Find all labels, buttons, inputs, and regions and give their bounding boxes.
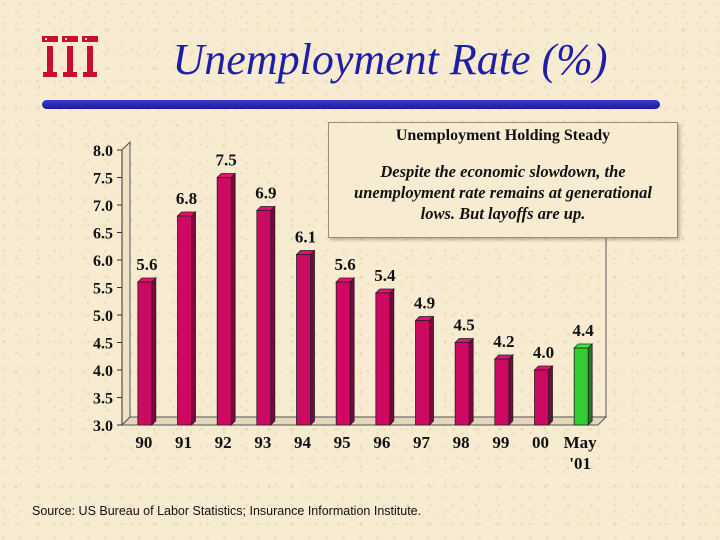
y-tick-label: 3.5 bbox=[93, 391, 113, 408]
x-category-label: 94 bbox=[294, 433, 312, 452]
bar-side bbox=[548, 365, 553, 426]
bar bbox=[415, 320, 430, 426]
bar-value-label: 4.2 bbox=[493, 332, 514, 351]
y-tick-label: 5.5 bbox=[93, 281, 113, 298]
bar bbox=[137, 281, 153, 426]
bar-value-label: 5.6 bbox=[136, 255, 157, 274]
x-category-label: 95 bbox=[334, 433, 351, 452]
bar bbox=[534, 369, 549, 426]
title-underline bbox=[42, 100, 660, 109]
bar-side bbox=[191, 211, 196, 426]
x-category-label: 99 bbox=[492, 433, 509, 452]
callout-box: Unemployment Holding Steady Despite the … bbox=[328, 122, 678, 238]
bar-value-label: 4.0 bbox=[533, 343, 554, 362]
bar bbox=[335, 281, 351, 426]
bar-side bbox=[151, 277, 157, 426]
chart-side-wall bbox=[121, 140, 131, 427]
bar-value-label: 4.4 bbox=[573, 321, 595, 340]
bar-side bbox=[468, 337, 474, 426]
bar-side bbox=[230, 172, 236, 426]
bar-value-label: 5.4 bbox=[374, 266, 396, 285]
bar-side bbox=[270, 205, 276, 426]
bar bbox=[296, 254, 311, 426]
bar-side bbox=[429, 315, 434, 426]
callout-title: Unemployment Holding Steady bbox=[395, 127, 611, 144]
x-category-label: 98 bbox=[453, 433, 470, 452]
x-category-label: '01 bbox=[569, 454, 591, 473]
bar-side bbox=[349, 277, 355, 426]
x-category-label: May bbox=[564, 433, 598, 452]
source-note: Source: US Bureau of Labor Statistics; I… bbox=[32, 504, 422, 518]
bar bbox=[177, 215, 192, 426]
bar-side bbox=[389, 288, 395, 426]
x-category-label: 00 bbox=[532, 433, 549, 452]
x-category-label: 90 bbox=[135, 433, 152, 452]
bar-value-label: 4.9 bbox=[414, 294, 435, 313]
iii-logo bbox=[42, 36, 98, 77]
bar bbox=[454, 342, 470, 426]
bar bbox=[216, 177, 232, 426]
y-tick-label: 3.0 bbox=[93, 418, 113, 435]
bar-value-label: 7.5 bbox=[216, 151, 237, 170]
y-tick-label: 6.5 bbox=[93, 226, 113, 243]
y-tick-label: 7.0 bbox=[93, 198, 113, 215]
x-category-label: 93 bbox=[254, 433, 271, 452]
x-category-label: 91 bbox=[175, 433, 192, 452]
bar-value-label: 5.6 bbox=[335, 255, 356, 274]
bar bbox=[573, 347, 589, 426]
bar bbox=[494, 358, 510, 426]
y-tick-label: 7.5 bbox=[93, 171, 113, 188]
callout-body: Despite the economic slowdown, the unemp… bbox=[354, 162, 652, 223]
bar-side bbox=[310, 249, 315, 426]
bar bbox=[256, 210, 272, 426]
y-tick-label: 8.0 bbox=[93, 143, 113, 160]
bar-side bbox=[587, 343, 593, 426]
bar-value-label: 6.9 bbox=[255, 184, 276, 203]
slide-title: Unemployment Rate (%) bbox=[172, 35, 608, 84]
bar-value-label: 4.5 bbox=[454, 316, 475, 335]
bar-value-label: 6.1 bbox=[295, 228, 316, 247]
bar-value-label: 6.8 bbox=[176, 189, 197, 208]
bar bbox=[375, 292, 391, 426]
x-category-label: 96 bbox=[373, 433, 390, 452]
y-tick-label: 5.0 bbox=[93, 308, 113, 325]
bar-side bbox=[508, 354, 514, 426]
x-category-label: 92 bbox=[215, 433, 232, 452]
y-tick-label: 6.0 bbox=[93, 253, 113, 270]
x-category-label: 97 bbox=[413, 433, 431, 452]
y-tick-label: 4.5 bbox=[93, 336, 113, 353]
y-tick-label: 4.0 bbox=[93, 363, 113, 380]
